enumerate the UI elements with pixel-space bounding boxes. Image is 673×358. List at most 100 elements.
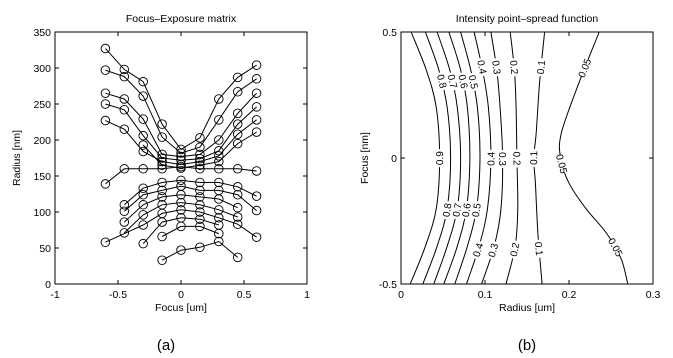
series-line-12 — [105, 209, 257, 243]
series-line-1 — [105, 48, 257, 151]
panel-b-title: Intensity point–spread function — [456, 13, 599, 25]
contour-label: 0.3 — [496, 152, 507, 166]
contour-label: 0.7 — [451, 202, 464, 218]
series-point — [232, 202, 243, 213]
contour-label-bg — [533, 239, 545, 259]
contour-label: 0.5 — [471, 202, 484, 218]
series-point — [157, 153, 167, 163]
series-point — [119, 164, 130, 174]
contour-label-bg — [470, 200, 483, 220]
panel-b-ytick-label: 0.5 — [382, 27, 397, 39]
series-point — [195, 156, 205, 167]
series-point — [214, 213, 224, 223]
contour-label-bg — [456, 71, 470, 92]
series-point — [251, 74, 262, 84]
series-line-11 — [123, 202, 238, 234]
series-point — [195, 214, 205, 224]
series-point — [157, 185, 167, 196]
series-point — [176, 189, 186, 200]
panel-b-ytick-label: 0 — [391, 153, 397, 165]
panel-a-xlabel: Focus [um] — [155, 302, 207, 314]
panel-a-ytick-label: 300 — [33, 63, 51, 75]
contour-label-bg — [507, 239, 522, 260]
series-point — [214, 177, 224, 188]
series-point — [251, 166, 262, 176]
series-point — [138, 140, 148, 150]
panel-a: Focus–Exposure matrix -1 -0.5 0 0.5 1 0 50 100 1… — [11, 13, 310, 354]
panel-a-ytick-label: 100 — [33, 207, 51, 219]
series-point — [138, 146, 148, 157]
series-point — [157, 217, 167, 227]
series-point — [214, 151, 224, 161]
contour-label-bg — [434, 71, 450, 92]
panel-b-axes — [400, 31, 654, 285]
series-line-10 — [123, 194, 238, 223]
panel-a-xtick-label: 0 — [178, 289, 184, 301]
series-point — [138, 238, 148, 249]
series-point — [214, 164, 224, 174]
panel-b: Intensity point–spread function 0 0.1 0.2 0… — [359, 13, 660, 354]
contour-label: 0.8 — [441, 202, 454, 218]
series-point — [176, 151, 186, 162]
contour-label: 0.4 — [486, 151, 497, 166]
contour-label: 0.6 — [455, 74, 469, 90]
series-point — [176, 221, 186, 232]
contour-label: 0.9 — [435, 151, 446, 165]
contour-line-0.5 — [454, 31, 481, 285]
panel-a-ytick-label: 0 — [45, 279, 51, 291]
series-point — [176, 197, 186, 208]
series-point — [195, 153, 205, 164]
series-point — [157, 160, 167, 170]
series-point — [100, 115, 111, 126]
contour-label-bg — [466, 72, 481, 92]
series-point — [176, 175, 186, 186]
contour-label-bg — [485, 240, 501, 261]
series-point — [100, 88, 111, 98]
contour-label-bg — [508, 57, 520, 77]
series-point — [214, 205, 224, 215]
contour-label-bg — [511, 149, 523, 168]
series-point — [232, 87, 243, 97]
panel-a-ytick-label: 200 — [33, 135, 51, 147]
series-point — [138, 91, 148, 101]
panel-b-xtick-label: 0.1 — [478, 289, 493, 301]
contour-label: 0.2 — [510, 151, 521, 166]
series-point — [232, 252, 243, 263]
series-point — [100, 179, 111, 189]
series-point — [138, 183, 148, 193]
series-point — [157, 119, 167, 129]
contour-label: 0.1 — [529, 151, 540, 165]
panel-a-ytick-label: 150 — [33, 171, 51, 183]
series-line-2 — [105, 69, 257, 154]
series-point — [232, 164, 243, 174]
series-point — [214, 156, 224, 167]
contour-line-0.8 — [422, 31, 452, 285]
series-point — [232, 138, 243, 149]
contour-label-bg — [475, 57, 489, 77]
contour-label-bg — [606, 236, 625, 258]
series-point — [176, 148, 186, 158]
panel-b-ytick-label: -0.5 — [379, 279, 397, 291]
series-point — [138, 130, 148, 141]
contour-label-bg — [490, 57, 503, 77]
series-point — [232, 119, 243, 129]
series-point — [214, 135, 224, 145]
series-point — [119, 206, 130, 217]
series-line-9 — [123, 185, 257, 212]
series-point — [138, 114, 148, 124]
series-point — [214, 236, 224, 247]
contour-label-bg — [535, 57, 547, 77]
series-line-7 — [105, 166, 257, 185]
series-point — [232, 129, 243, 139]
series-point — [176, 161, 186, 172]
series-point — [232, 189, 243, 200]
series-point — [195, 207, 205, 217]
series-point — [119, 105, 130, 115]
series-point — [119, 217, 130, 227]
contour-label-bg — [445, 71, 460, 92]
panel-b-ylabel: Focus [nm] — [359, 132, 371, 184]
series-point — [100, 43, 111, 54]
contour-label-bg — [459, 200, 473, 220]
series-point — [157, 255, 167, 265]
